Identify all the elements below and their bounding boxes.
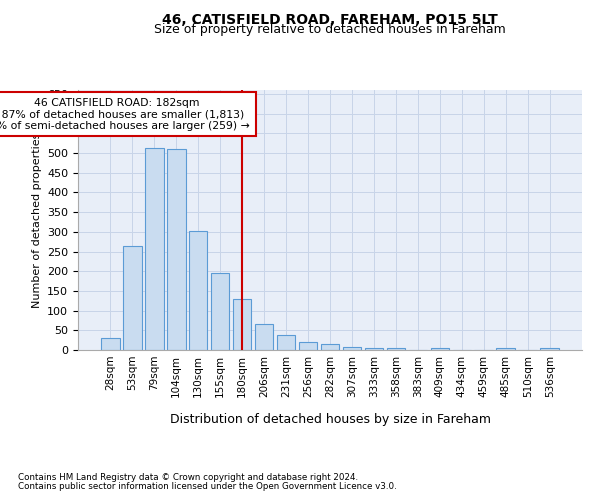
Text: 46, CATISFIELD ROAD, FAREHAM, PO15 5LT: 46, CATISFIELD ROAD, FAREHAM, PO15 5LT bbox=[162, 12, 498, 26]
Text: Contains public sector information licensed under the Open Government Licence v3: Contains public sector information licen… bbox=[18, 482, 397, 491]
Bar bbox=[541, 348, 559, 350]
Bar bbox=[496, 348, 515, 350]
Bar bbox=[233, 299, 251, 350]
Bar bbox=[277, 335, 295, 350]
Bar bbox=[365, 348, 383, 350]
Bar bbox=[189, 231, 208, 350]
Bar bbox=[255, 324, 274, 350]
Bar bbox=[145, 148, 164, 350]
Text: Distribution of detached houses by size in Fareham: Distribution of detached houses by size … bbox=[170, 412, 491, 426]
Y-axis label: Number of detached properties: Number of detached properties bbox=[32, 132, 41, 308]
Text: 46 CATISFIELD ROAD: 182sqm
← 87% of detached houses are smaller (1,813)
12% of s: 46 CATISFIELD ROAD: 182sqm ← 87% of deta… bbox=[0, 98, 250, 131]
Bar bbox=[211, 273, 229, 350]
Bar bbox=[320, 344, 340, 350]
Text: Contains HM Land Registry data © Crown copyright and database right 2024.: Contains HM Land Registry data © Crown c… bbox=[18, 472, 358, 482]
Text: Size of property relative to detached houses in Fareham: Size of property relative to detached ho… bbox=[154, 22, 506, 36]
Bar bbox=[123, 246, 142, 350]
Bar bbox=[431, 348, 449, 350]
Bar bbox=[101, 338, 119, 350]
Bar bbox=[167, 149, 185, 350]
Bar bbox=[299, 342, 317, 350]
Bar bbox=[343, 347, 361, 350]
Bar bbox=[386, 348, 405, 350]
